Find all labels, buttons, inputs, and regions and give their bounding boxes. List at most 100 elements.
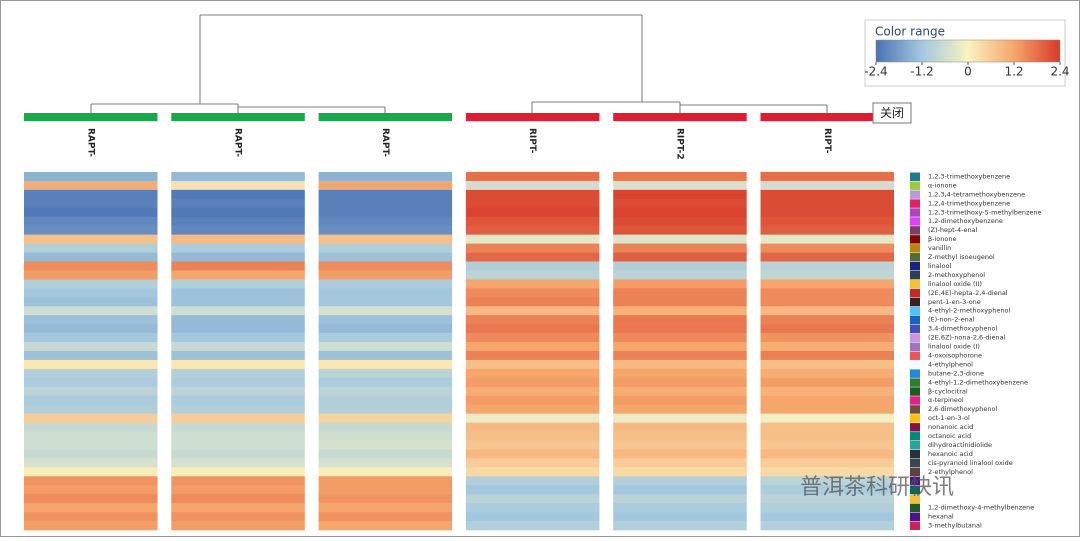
close-popup[interactable]: 关闭 bbox=[872, 102, 912, 124]
heat-cell bbox=[613, 189, 747, 200]
heat-cell bbox=[318, 333, 453, 343]
heat-cell bbox=[760, 189, 894, 200]
heat-cell bbox=[318, 404, 453, 414]
row-color bbox=[910, 315, 920, 325]
legend: Color range -2.4 -1.2 0 1.2 2.4 bbox=[864, 19, 1070, 87]
row-label: 4-ethylphenol bbox=[928, 360, 973, 368]
heat-cell bbox=[465, 377, 600, 388]
heat-cell bbox=[318, 180, 453, 191]
row-label: oct-1-en-3-ol bbox=[928, 414, 970, 422]
heat-cell bbox=[318, 494, 453, 504]
heat-cell bbox=[465, 172, 600, 182]
heat-cell bbox=[760, 386, 894, 397]
heat-cell bbox=[613, 440, 747, 450]
heat-cell bbox=[613, 476, 747, 486]
heat-cell bbox=[760, 270, 894, 280]
heat-cell bbox=[318, 198, 453, 209]
heat-cell bbox=[465, 386, 600, 397]
heat-cell bbox=[613, 297, 747, 307]
heat-cell bbox=[613, 521, 747, 531]
heat-cell bbox=[760, 404, 894, 414]
heat-cell bbox=[318, 234, 453, 244]
heat-cell bbox=[24, 234, 158, 244]
close-button[interactable] bbox=[872, 102, 912, 124]
condition-bar bbox=[318, 113, 453, 121]
row-label: 1,2-dimethoxybenzene bbox=[928, 217, 1003, 225]
heat-cell bbox=[318, 288, 453, 298]
row-color bbox=[910, 270, 920, 280]
heat-cell bbox=[613, 315, 747, 325]
dendrogram bbox=[90, 14, 828, 113]
heat-cell bbox=[465, 279, 600, 289]
heat-cell bbox=[465, 333, 600, 343]
heat-cell bbox=[24, 207, 158, 218]
heat-cell bbox=[171, 315, 305, 325]
heat-cell bbox=[171, 494, 305, 504]
heat-cell bbox=[318, 315, 453, 325]
condition-bar bbox=[465, 113, 600, 121]
row-color bbox=[910, 405, 920, 414]
row-color bbox=[910, 217, 920, 226]
heat-cell bbox=[465, 351, 600, 361]
heat-cell bbox=[465, 198, 600, 209]
heat-cell bbox=[171, 261, 305, 271]
heat-cell bbox=[465, 431, 600, 441]
heat-cell bbox=[171, 333, 305, 343]
row-label: α-terpineol bbox=[928, 396, 964, 404]
heat-cell bbox=[24, 351, 158, 361]
column-label: RAPT- bbox=[233, 128, 243, 157]
row-color bbox=[910, 521, 920, 530]
heat-cell bbox=[24, 216, 158, 226]
heat-cell bbox=[171, 503, 305, 513]
heat-cell bbox=[171, 467, 305, 477]
heat-cell bbox=[760, 172, 894, 182]
heat-cell bbox=[760, 315, 894, 325]
heat-cell bbox=[24, 413, 158, 423]
heat-cell bbox=[465, 297, 600, 307]
heat-cell bbox=[465, 494, 600, 504]
row-label: 4-ethyl-2-methoxyphenol bbox=[928, 307, 1010, 315]
heat-cell bbox=[613, 458, 747, 468]
heat-cell bbox=[24, 476, 158, 486]
heat-cell bbox=[171, 458, 305, 468]
row-label: β-cyclocitral bbox=[928, 387, 968, 395]
row-label: 4-oxoisophorone bbox=[928, 351, 982, 359]
row-label: 2-methoxyphenol bbox=[928, 271, 985, 279]
heat-cell bbox=[465, 342, 600, 352]
heat-cell bbox=[613, 252, 747, 262]
heat-cell bbox=[613, 377, 747, 388]
heat-cell bbox=[465, 288, 600, 298]
row-color bbox=[910, 297, 920, 307]
heat-cell bbox=[613, 512, 747, 522]
heat-cell bbox=[613, 503, 747, 513]
heat-cell bbox=[24, 449, 158, 459]
close-text[interactable]: 关闭 bbox=[880, 106, 904, 120]
row-color bbox=[910, 244, 920, 253]
heat-cell bbox=[318, 413, 453, 423]
heat-cell bbox=[24, 225, 158, 235]
heat-cell bbox=[171, 297, 305, 307]
heat-cell bbox=[171, 288, 305, 298]
heat-cell bbox=[465, 395, 600, 405]
heat-cell bbox=[613, 413, 747, 423]
column-label: RIPT- bbox=[822, 128, 832, 154]
heat-cell bbox=[613, 431, 747, 441]
heat-cell bbox=[465, 440, 600, 450]
heat-cell bbox=[24, 243, 158, 253]
heat-cell bbox=[318, 342, 453, 352]
heat-cell bbox=[318, 279, 453, 289]
row-label: 3-methylbutanal bbox=[928, 522, 982, 530]
heat-cell bbox=[465, 315, 600, 325]
heat-cell bbox=[171, 521, 305, 531]
heat-cell bbox=[613, 404, 747, 414]
heat-cell bbox=[613, 207, 747, 218]
heat-cell bbox=[318, 351, 453, 361]
row-label: linalool oxide (I) bbox=[928, 343, 980, 351]
row-label: 2-ethylphenol bbox=[928, 468, 973, 476]
heat-cell bbox=[760, 368, 894, 379]
heat-cell bbox=[171, 368, 305, 379]
heat-cell bbox=[24, 386, 158, 397]
heat-cell bbox=[613, 216, 747, 226]
row-label: 1,2,3,4-tetramethoxybenzene bbox=[928, 190, 1025, 198]
